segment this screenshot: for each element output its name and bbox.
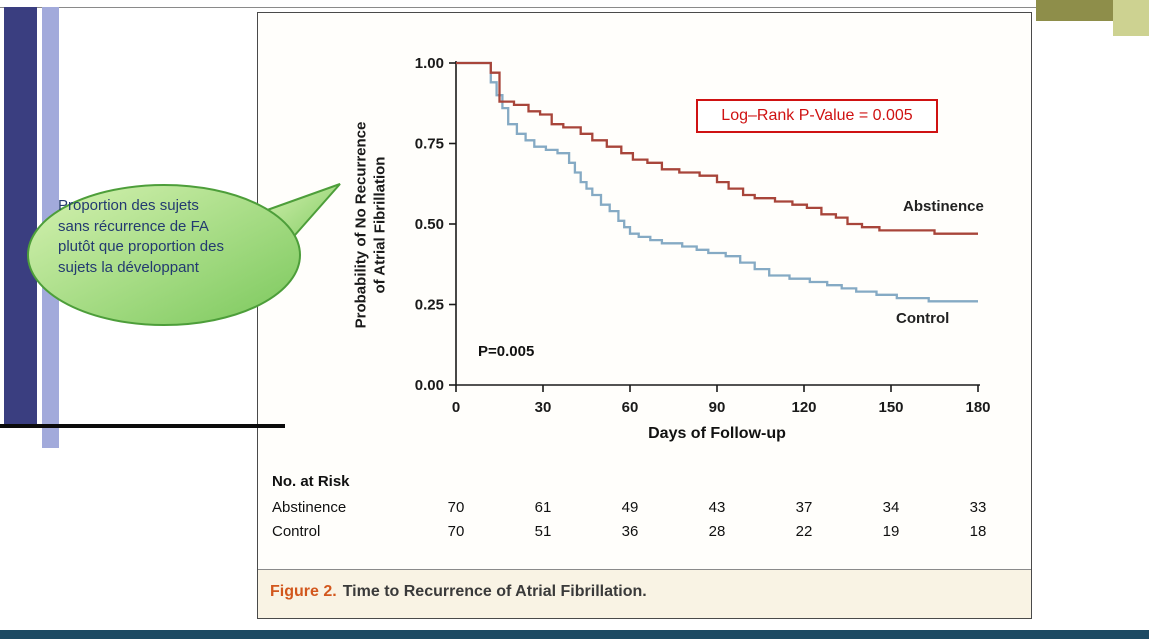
risk-count: 18	[969, 523, 987, 540]
callout-line: sujets la développant	[58, 259, 199, 277]
x-axis-title: Days of Follow-up	[648, 425, 786, 442]
left-black-rule	[0, 424, 285, 428]
bubble-ellipse	[27, 184, 301, 326]
risk-count: 33	[969, 499, 987, 516]
x-tick-label: 150	[878, 399, 903, 416]
x-tick-label: 90	[709, 399, 726, 416]
y-tick-label: 0.75	[415, 136, 444, 153]
abstinence-curve	[456, 61, 978, 235]
risk-row-label: Control	[272, 523, 321, 540]
risk-count: 22	[795, 523, 813, 540]
risk-count: 43	[708, 499, 726, 516]
top-divider-line	[0, 7, 1149, 8]
figure-panel: Probability of No Recurrence of Atrial F…	[257, 12, 1032, 619]
risk-count: 37	[795, 499, 813, 516]
figure-caption-number: Figure 2.	[270, 583, 337, 600]
risk-count: 34	[882, 499, 900, 516]
callout-text: Proportion des sujets sans récurrence de…	[58, 196, 293, 279]
figure-caption-text: Time to Recurrence of Atrial Fibrillatio…	[342, 583, 647, 600]
risk-row-label: Abstinence	[272, 499, 347, 516]
risk-count: 36	[621, 523, 639, 540]
log-rank-annotation-box: Log–Rank P-Value = 0.005	[696, 99, 938, 133]
callout-line: Proportion des sujets	[58, 197, 199, 214]
risk-count: 70	[447, 523, 465, 540]
risk-table-title: No. at Risk	[272, 473, 350, 490]
y-tick-label: 0.25	[415, 297, 444, 314]
x-tick-label: 180	[965, 399, 990, 416]
y-axis-title-line2: of Atrial Fibrillation	[371, 156, 388, 294]
risk-count: 28	[708, 523, 726, 540]
callout-bubble: Proportion des sujets sans récurrence de…	[18, 172, 358, 342]
bottom-bar	[0, 630, 1149, 639]
figure-caption: Figure 2. Time to Recurrence of Atrial Fi…	[258, 569, 1031, 618]
y-tick-label: 0.50	[415, 216, 444, 233]
y-tick-label: 0.00	[415, 377, 444, 394]
risk-count: 61	[534, 499, 552, 516]
callout-line: sans récurrence de FA	[58, 217, 209, 235]
y-tick-label: 1.00	[415, 55, 444, 72]
risk-count: 70	[447, 499, 465, 516]
risk-count: 19	[882, 523, 900, 540]
km-plot: 0.00 0.25 0.50 0.75 1.00 0 30 60 90 120 150 180	[415, 55, 991, 416]
risk-row-control: Control 70 51 36 28 22 19 18	[258, 523, 1031, 543]
control-curve-label: Control	[896, 310, 950, 327]
p-value-label: P=0.005	[478, 343, 535, 360]
bubble-shape	[27, 183, 341, 326]
x-tick-label: 0	[452, 399, 460, 416]
risk-row-abstinence: Abstinence 70 61 49 43 37 34 33	[258, 499, 1031, 519]
control-curve	[456, 61, 978, 303]
top-right-olive-block	[1036, 0, 1113, 21]
risk-count: 51	[534, 523, 552, 540]
callout-line: plutôt que proportion des	[58, 238, 224, 256]
abstinence-curve-label: Abstinence	[903, 198, 984, 215]
x-tick-label: 60	[622, 399, 639, 416]
x-tick-label: 30	[535, 399, 552, 416]
risk-count: 49	[621, 499, 639, 516]
left-navy-bar	[4, 7, 37, 424]
x-tick-label: 120	[791, 399, 816, 416]
top-right-light-olive-block	[1113, 0, 1149, 36]
